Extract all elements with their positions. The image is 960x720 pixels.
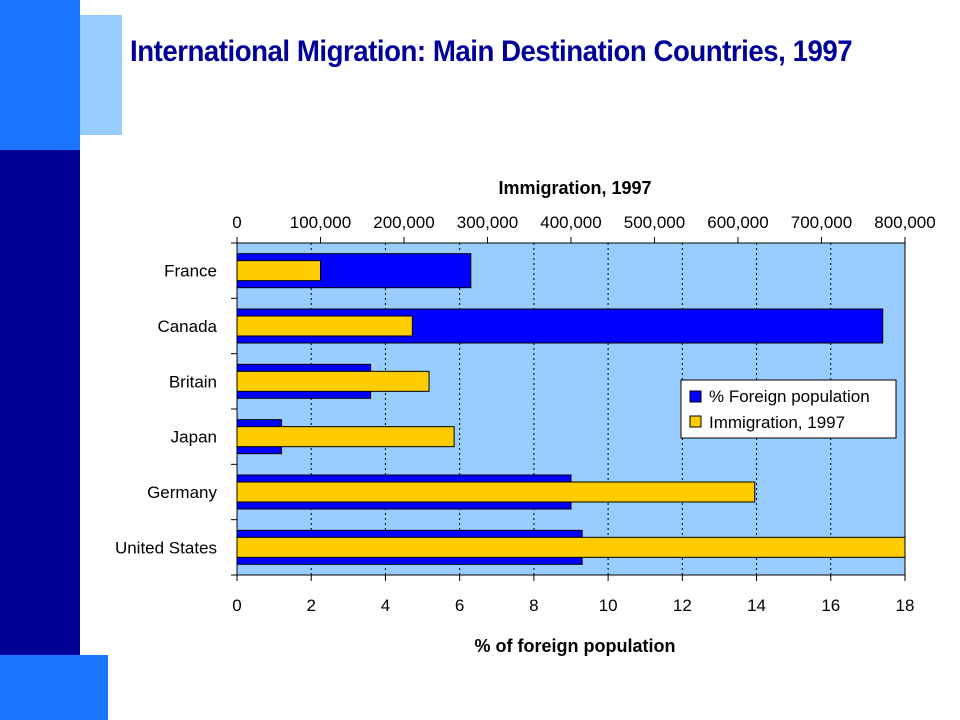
bar-immigration bbox=[236, 426, 455, 448]
legend-swatch-immigration bbox=[689, 415, 702, 428]
bar-immigration bbox=[236, 260, 321, 282]
bar-immigration bbox=[236, 536, 906, 558]
decor-light-blue-block bbox=[80, 15, 122, 135]
category-label: Britain bbox=[169, 372, 217, 391]
decor-dark-blue-bar bbox=[0, 150, 80, 655]
top-tick-label: 300,000 bbox=[457, 213, 518, 232]
bottom-tick-label: 12 bbox=[673, 596, 692, 615]
bottom-tick-label: 6 bbox=[455, 596, 464, 615]
page-title: International Migration: Main Destinatio… bbox=[130, 35, 853, 68]
category-label: France bbox=[164, 262, 217, 281]
category-label: Japan bbox=[171, 428, 217, 447]
bar-immigration bbox=[236, 315, 413, 337]
bottom-tick-label: 4 bbox=[381, 596, 390, 615]
bottom-tick-label: 10 bbox=[599, 596, 618, 615]
top-tick-label: 100,000 bbox=[290, 213, 351, 232]
bottom-tick-label: 18 bbox=[896, 596, 915, 615]
top-tick-label: 800,000 bbox=[874, 213, 935, 232]
bar-immigration bbox=[236, 370, 430, 392]
top-tick-label: 700,000 bbox=[791, 213, 852, 232]
top-axis-title: Immigration, 1997 bbox=[498, 178, 651, 198]
bottom-axis-title: % of foreign population bbox=[475, 636, 676, 656]
category-label: Canada bbox=[157, 317, 217, 336]
bottom-tick-label: 2 bbox=[306, 596, 315, 615]
bottom-tick-label: 16 bbox=[821, 596, 840, 615]
decor-top-blue-block bbox=[0, 0, 80, 150]
top-tick-label: 0 bbox=[232, 213, 241, 232]
bar-immigration bbox=[236, 481, 756, 503]
legend-swatch-foreign bbox=[689, 390, 702, 403]
legend-label-foreign: % Foreign population bbox=[709, 387, 870, 406]
bottom-tick-label: 0 bbox=[232, 596, 241, 615]
category-label: Germany bbox=[147, 483, 217, 502]
category-label: United States bbox=[115, 538, 217, 557]
top-tick-label: 600,000 bbox=[707, 213, 768, 232]
top-tick-label: 400,000 bbox=[540, 213, 601, 232]
top-tick-label: 200,000 bbox=[373, 213, 434, 232]
decor-bottom-blue-block bbox=[0, 655, 108, 720]
bottom-tick-label: 8 bbox=[529, 596, 538, 615]
top-tick-label: 500,000 bbox=[624, 213, 685, 232]
bottom-tick-label: 14 bbox=[747, 596, 766, 615]
legend-label-immigration: Immigration, 1997 bbox=[709, 413, 845, 432]
legend-box bbox=[680, 379, 897, 439]
